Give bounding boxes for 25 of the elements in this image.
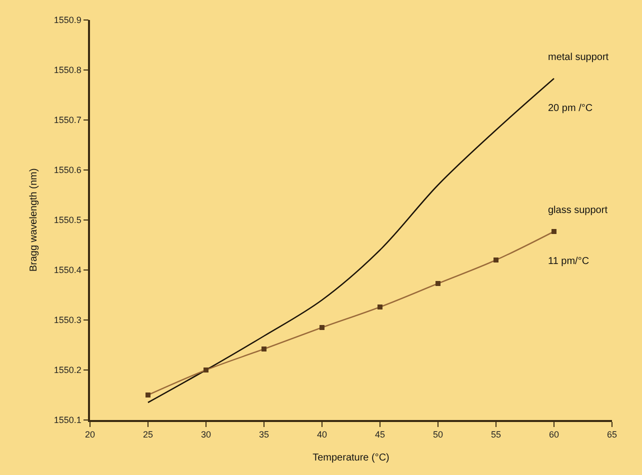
y-tick-label: 1550.8 [54,65,82,76]
annotation: 11 pm/°C [548,256,590,267]
x-tick-label: 30 [200,430,212,440]
y-axis-title: Bragg wavelength (nm) [28,168,40,272]
x-tick-label: 35 [258,430,270,440]
y-tick-label: 1550.7 [54,115,82,126]
x-axis-title: Temperature (°C) [312,452,390,464]
x-tick-label: 40 [316,430,328,440]
x-tick-label: 20 [84,430,96,440]
annotation: 20 pm /°C [548,103,593,114]
series-label: metal support [548,52,609,63]
y-tick-label: 1550.5 [54,215,82,226]
x-tick-label: 45 [374,430,386,440]
y-tick-label: 1550.9 [54,15,82,26]
x-tick-label: 55 [490,430,502,440]
y-tick-label: 1550.6 [54,165,82,176]
y-tick-label: 1550.3 [54,315,82,326]
y-tick-label: 1550.2 [54,365,82,376]
x-tick-label: 50 [432,430,444,440]
x-tick-label: 65 [606,430,618,440]
series-label: glass support [548,205,608,216]
x-tick-label: 25 [142,430,154,440]
x-tick-label: 60 [548,430,560,440]
y-tick-label: 1550.1 [54,415,82,426]
y-tick-label: 1550.4 [54,265,82,276]
